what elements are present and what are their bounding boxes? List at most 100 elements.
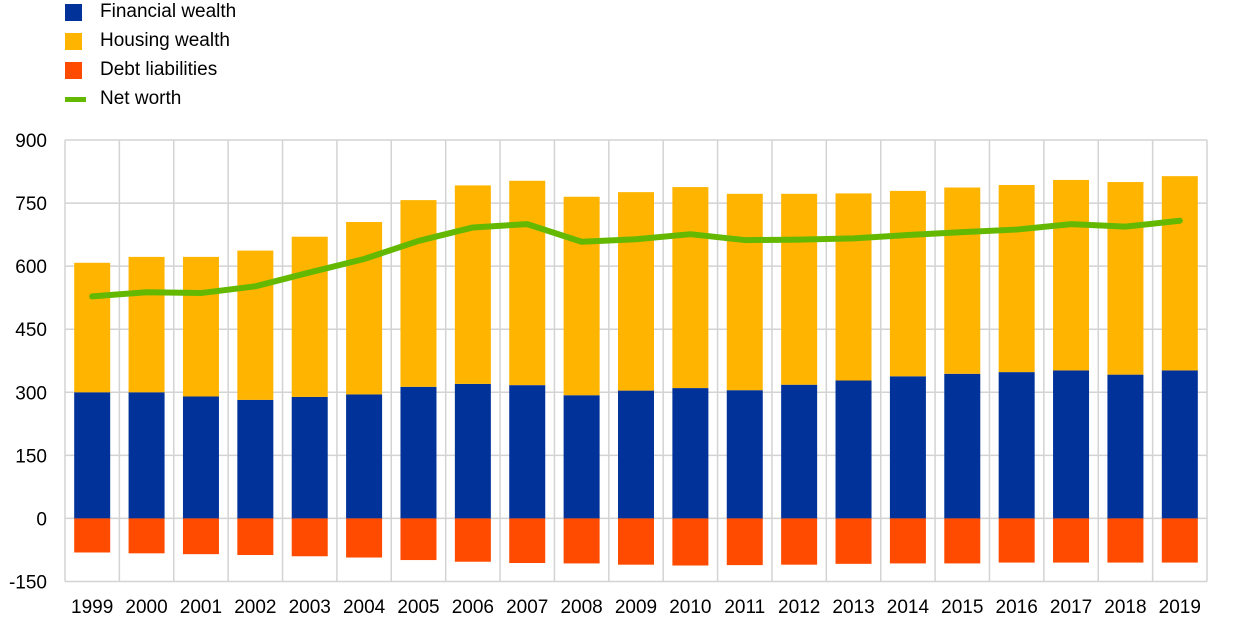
y-tick-label: 450: [15, 320, 47, 341]
bar-housing-wealth-2008: [563, 196, 600, 396]
bar-housing-wealth-2006: [454, 185, 491, 384]
x-tick-label: 2004: [343, 597, 386, 618]
y-tick-label: 0: [36, 509, 47, 530]
x-tick-label: 2013: [832, 597, 874, 618]
bar-debt-liabilities-2007: [509, 518, 546, 563]
x-tick-label: 2012: [778, 597, 820, 618]
x-tick-label: 2001: [180, 597, 222, 618]
bar-financial-wealth-2009: [618, 390, 654, 519]
x-tick-label: 2006: [452, 597, 494, 618]
net-worth-line-group: [89, 217, 1183, 300]
bar-housing-wealth-2005: [400, 200, 437, 387]
y-tick-label: 600: [15, 257, 47, 278]
bar-debt-liabilities-2018: [1107, 518, 1144, 563]
x-tick-label: 2018: [1104, 597, 1146, 618]
x-tick-label: 2019: [1159, 597, 1201, 618]
x-tick-label: 2005: [397, 597, 439, 618]
bar-financial-wealth-2005: [400, 386, 437, 519]
legend-swatch-housing-wealth: [65, 33, 82, 50]
bar-housing-wealth-2011: [726, 193, 763, 391]
bar-housing-wealth-2017: [1053, 179, 1090, 371]
bar-debt-liabilities-2016: [998, 518, 1035, 563]
bar-debt-liabilities-2014: [889, 518, 926, 564]
bar-debt-liabilities-2010: [672, 518, 709, 566]
bar-debt-liabilities-2000: [128, 518, 165, 554]
legend-swatch-financial-wealth: [65, 4, 82, 21]
bar-housing-wealth-2000: [128, 256, 165, 393]
y-axis: -150 0 150 300 450 600 750 900: [9, 131, 47, 594]
y-tick-label: 150: [15, 446, 47, 467]
bar-financial-wealth-2000: [128, 392, 165, 519]
bar-financial-wealth-1999: [74, 392, 111, 519]
legend-label: Debt liabilities: [100, 59, 218, 80]
bar-housing-wealth-2015: [944, 187, 981, 374]
bar-debt-liabilities-2006: [454, 518, 491, 562]
bar-debt-liabilities-2008: [563, 518, 600, 564]
bar-financial-wealth-2013: [835, 380, 872, 519]
bar-financial-wealth-2002: [237, 399, 274, 519]
bar-housing-wealth-2019: [1161, 176, 1198, 371]
bar-housing-wealth-2007: [509, 180, 546, 386]
bar-housing-wealth-2014: [889, 190, 926, 377]
bar-debt-liabilities-2004: [346, 518, 383, 558]
y-tick-label: -150: [9, 573, 47, 594]
bar-debt-liabilities-1999: [74, 518, 111, 553]
x-tick-label: 2010: [669, 597, 711, 618]
bar-financial-wealth-2018: [1107, 374, 1144, 519]
bar-financial-wealth-2004: [346, 394, 383, 519]
x-tick-label: 2014: [887, 597, 930, 618]
legend-label: Housing wealth: [100, 30, 230, 51]
bar-housing-wealth-2016: [998, 184, 1035, 373]
legend-label: Financial wealth: [100, 1, 237, 22]
x-tick-label: 2008: [560, 597, 602, 618]
bar-housing-wealth-2009: [618, 192, 654, 391]
bar-debt-liabilities-2015: [944, 518, 981, 564]
x-tick-label: 2016: [996, 597, 1038, 618]
bar-debt-liabilities-2012: [781, 518, 818, 565]
bar-financial-wealth-2007: [509, 385, 546, 519]
bar-housing-wealth-2012: [781, 193, 818, 385]
x-tick-label: 2000: [125, 597, 167, 618]
bar-housing-wealth-2018: [1107, 182, 1144, 375]
bar-housing-wealth-2004: [346, 221, 383, 395]
bar-debt-liabilities-2003: [291, 518, 328, 557]
bar-financial-wealth-2010: [672, 388, 709, 519]
y-tick-label: 900: [15, 131, 47, 152]
y-tick-label: 750: [15, 194, 47, 215]
x-tick-label: 2009: [615, 597, 657, 618]
bars: [74, 176, 1198, 566]
bar-housing-wealth-2002: [237, 250, 274, 400]
bar-housing-wealth-2001: [182, 256, 219, 397]
bar-debt-liabilities-2001: [182, 518, 219, 555]
bar-financial-wealth-2006: [454, 383, 491, 519]
bar-debt-liabilities-2009: [618, 518, 654, 565]
y-tick-label: 300: [15, 383, 47, 404]
legend-line-net-worth: [65, 97, 86, 102]
bar-financial-wealth-2019: [1161, 370, 1198, 519]
x-tick-label: 2002: [234, 597, 276, 618]
bar-financial-wealth-2001: [182, 396, 219, 519]
bar-debt-liabilities-2011: [726, 518, 763, 566]
bar-debt-liabilities-2002: [237, 518, 274, 556]
legend-swatch-debt-liabilities: [65, 62, 82, 79]
bar-financial-wealth-2015: [944, 373, 981, 519]
bar-housing-wealth-2013: [835, 193, 872, 381]
x-tick-label: 1999: [71, 597, 113, 618]
bar-debt-liabilities-2013: [835, 518, 872, 564]
x-tick-label: 2017: [1050, 597, 1092, 618]
bar-debt-liabilities-2017: [1053, 518, 1090, 563]
x-tick-label: 2003: [289, 597, 331, 618]
bar-financial-wealth-2011: [726, 390, 763, 519]
bar-financial-wealth-2012: [781, 384, 818, 519]
bar-financial-wealth-2014: [889, 376, 926, 519]
bar-financial-wealth-2017: [1053, 370, 1090, 519]
x-tick-label: 2015: [941, 597, 983, 618]
x-tick-label: 2011: [724, 597, 765, 618]
bar-financial-wealth-2008: [563, 395, 600, 519]
bar-financial-wealth-2016: [998, 372, 1035, 519]
bar-housing-wealth-2003: [291, 236, 328, 397]
bar-debt-liabilities-2019: [1161, 518, 1198, 563]
x-axis: 1999 2000 2001 2002 2003 2004 2005 2006 2007 2008…: [71, 597, 1201, 618]
x-tick-label: 2007: [506, 597, 548, 618]
